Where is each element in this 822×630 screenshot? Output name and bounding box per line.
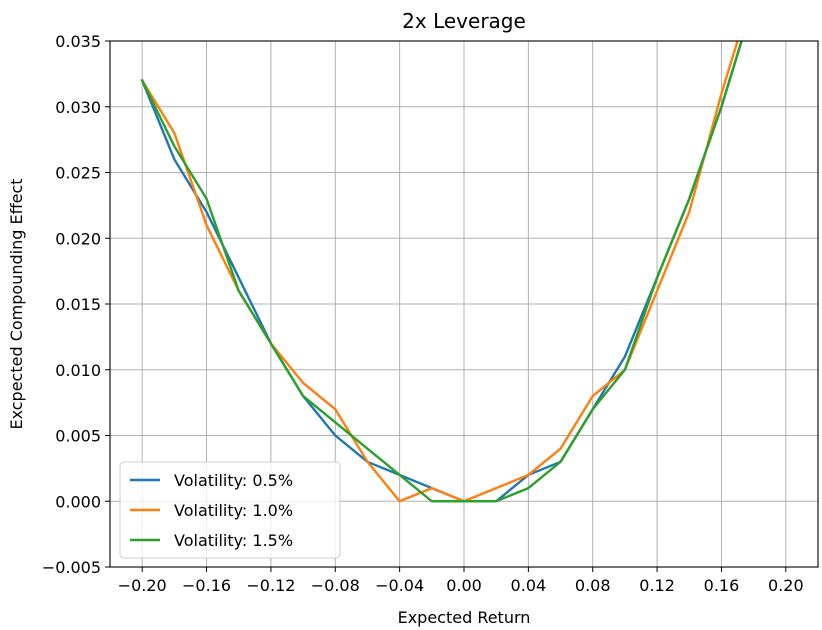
- y-tick-label: 0.015: [55, 295, 101, 314]
- series-line-2: [140, 41, 739, 503]
- x-tick-label: −0.20: [118, 576, 167, 595]
- y-tick-label: 0.020: [55, 229, 101, 248]
- x-tick-label: −0.16: [182, 576, 231, 595]
- x-tick-label: −0.12: [246, 576, 295, 595]
- x-tick-label: 0.00: [446, 576, 482, 595]
- series-line-3: [140, 41, 743, 503]
- legend-label-2: Volatility: 1.0%: [174, 501, 293, 520]
- x-tick-label: −0.08: [311, 576, 360, 595]
- series-layer: [140, 41, 743, 503]
- y-tick-label: 0.035: [55, 32, 101, 51]
- y-axis-label: Excpected Compounding Effect: [7, 178, 26, 429]
- y-tick-label: 0.010: [55, 361, 101, 380]
- y-axis-ticks: −0.005 0.000 0.005 0.010 0.015 0.020 0.025 0.03…: [42, 32, 110, 577]
- y-tick-label: 0.030: [55, 98, 101, 117]
- x-tick-label: 0.20: [768, 576, 804, 595]
- y-tick-label: 0.005: [55, 427, 101, 446]
- chart-title: 2x Leverage: [402, 9, 526, 33]
- legend-box: [119, 461, 341, 559]
- y-tick-label: −0.005: [42, 558, 101, 577]
- x-tick-label: 0.08: [575, 576, 611, 595]
- y-tick-label: 0.000: [55, 492, 101, 511]
- x-axis-label: Expected Return: [398, 608, 531, 627]
- x-tick-label: 0.04: [511, 576, 547, 595]
- x-axis-ticks: −0.20 −0.16 −0.12 −0.08 −0.04 0.00 0.04 0.08 0.1…: [118, 567, 804, 595]
- legend-label-1: Volatility: 0.5%: [174, 471, 293, 490]
- x-tick-label: −0.04: [375, 576, 424, 595]
- legend-label-3: Volatility: 1.5%: [174, 531, 293, 550]
- series-line-1: [140, 41, 743, 503]
- y-tick-label: 0.025: [55, 164, 101, 183]
- x-tick-label: 0.16: [704, 576, 740, 595]
- x-tick-label: 0.12: [639, 576, 675, 595]
- legend: Volatility: 0.5% Volatility: 1.0% Volatili…: [119, 461, 341, 559]
